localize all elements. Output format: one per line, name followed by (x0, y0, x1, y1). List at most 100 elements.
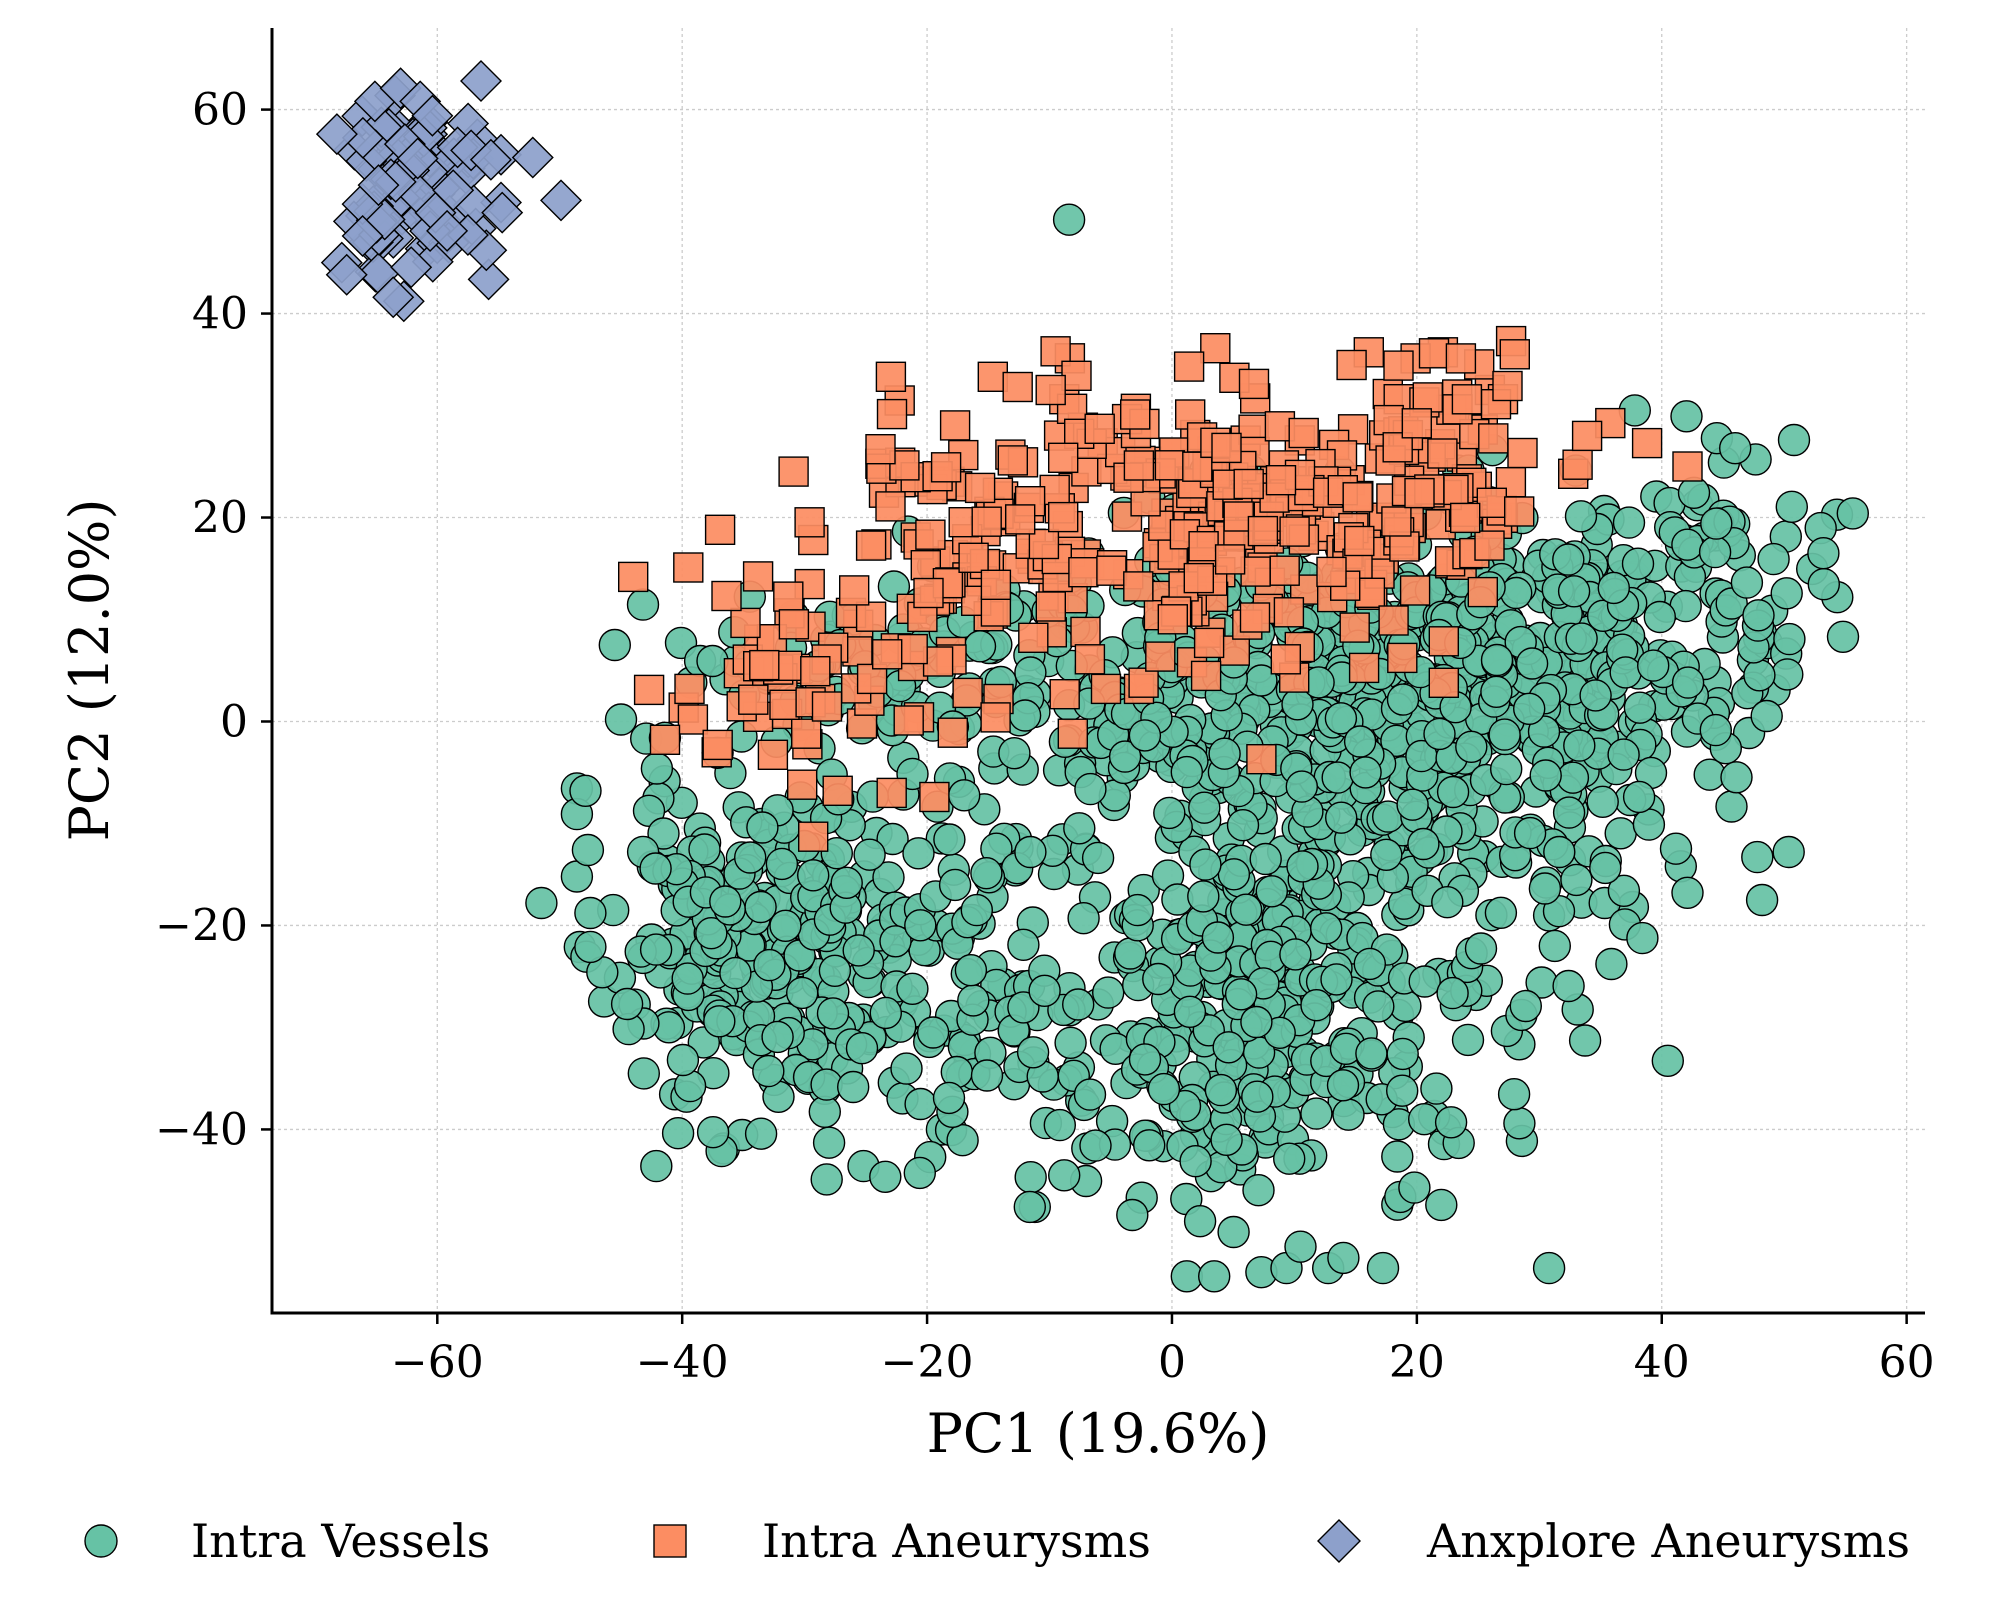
data-point-circle (1659, 832, 1693, 865)
data-point-circle (1565, 622, 1598, 655)
data-point-circle (1321, 761, 1354, 794)
data-point-square (1154, 450, 1186, 481)
data-point-circle (1499, 576, 1533, 610)
data-point-circle (1807, 568, 1841, 601)
data-point-square (1344, 525, 1375, 557)
data-point-circle (1698, 535, 1732, 569)
data-point-circle (1773, 622, 1806, 656)
data-point-circle (1188, 791, 1221, 824)
data-point-circle (1604, 817, 1637, 850)
data-point-circle (1224, 978, 1258, 1011)
data-point-circle (1568, 1024, 1602, 1057)
data-point-circle (1671, 528, 1704, 561)
data-point-circle (1700, 507, 1733, 540)
data-point-circle (1407, 1102, 1441, 1136)
data-point-square (1499, 339, 1531, 370)
data-point-circle (1007, 928, 1040, 961)
y-tick-label: −20 (155, 900, 248, 951)
data-point-circle (1201, 921, 1235, 954)
legend-marker-diamond (1317, 1519, 1361, 1563)
data-point-diamond (540, 179, 582, 222)
data-point-square (757, 739, 789, 770)
data-point-square (1339, 612, 1370, 643)
data-point-square (738, 684, 769, 715)
data-point-circle (1632, 808, 1666, 841)
data-point-square (1383, 350, 1414, 381)
data-point-square (702, 729, 733, 761)
data-point-circle (916, 1016, 950, 1049)
data-point-circle (1543, 835, 1576, 869)
data-point-square (1445, 343, 1477, 374)
data-point-circle (1324, 801, 1358, 834)
data-point-square (1068, 557, 1099, 588)
data-point-circle (1054, 1026, 1087, 1060)
data-point-circle (1772, 835, 1805, 869)
data-point-circle (1408, 965, 1441, 998)
data-point-circle (1353, 947, 1387, 981)
data-point-circle (1699, 713, 1733, 747)
data-point-circle (1081, 841, 1115, 875)
data-point-square (1123, 450, 1155, 481)
data-point-circle (1362, 990, 1395, 1023)
data-point-circle (1497, 1077, 1531, 1111)
x-tick-label: 20 (1389, 1337, 1445, 1388)
data-point-circle (1226, 809, 1260, 842)
data-point-circle (1532, 1251, 1566, 1285)
data-point-circle (1043, 1108, 1077, 1142)
data-point-circle (1279, 938, 1312, 971)
data-point-circle (820, 837, 853, 870)
data-point-square (1035, 591, 1067, 622)
data-point-square (633, 674, 665, 706)
data-point-circle (933, 823, 966, 856)
data-point-circle (816, 997, 850, 1030)
data-point-circle (666, 1043, 700, 1077)
data-point-circle (1300, 989, 1333, 1022)
data-point-diamond (357, 164, 400, 207)
data-point-diamond (460, 60, 502, 102)
data-point-circle (1061, 988, 1095, 1021)
data-point-circle (1242, 1173, 1275, 1207)
data-point-circle (1008, 699, 1042, 732)
data-point-diamond (511, 136, 554, 179)
data-point-circle (1718, 432, 1752, 465)
data-point-circle (1771, 658, 1804, 691)
data-point-square (1672, 451, 1703, 482)
data-point-circle (1503, 1107, 1536, 1140)
data-point-circle (661, 1116, 695, 1150)
data-point-circle (671, 962, 704, 995)
data-point-square (800, 656, 831, 687)
data-point-square (1478, 423, 1509, 454)
data-point-square (1389, 531, 1420, 562)
data-point-circle (709, 885, 742, 918)
legend-item-intra-vessels: Intra Vessels (84, 1514, 490, 1568)
data-point-circle (1560, 863, 1593, 897)
data-point-circle (696, 1115, 730, 1149)
data-point-circle (1132, 1129, 1166, 1162)
data-point-circle (1552, 969, 1585, 1003)
data-point-circle (1742, 599, 1775, 632)
data-point-circle (1128, 719, 1162, 752)
data-point-square (897, 633, 928, 665)
legend-item-intra-aneurysms: Intra Aneurysms (653, 1514, 1151, 1568)
data-point-square (1005, 504, 1036, 535)
data-point-circle (1509, 989, 1543, 1023)
data-point-square (1090, 673, 1122, 705)
data-point-circle (1108, 740, 1142, 773)
data-point-circle (1563, 729, 1596, 762)
legend-label-intra-aneurysms: Intra Aneurysms (762, 1514, 1151, 1568)
data-point-circle (1720, 761, 1753, 794)
data-point-square (1467, 576, 1499, 608)
data-point-circle (1451, 1023, 1485, 1057)
data-point-square (893, 705, 924, 736)
data-point-square (1381, 506, 1412, 537)
data-point-circle (1715, 790, 1748, 823)
data-point-circle (960, 893, 993, 927)
data-point-diamond (426, 209, 469, 252)
data-point-circle (876, 822, 909, 856)
data-point-square (1428, 626, 1460, 657)
data-point-diamond (411, 94, 454, 137)
data-point-circle (1528, 872, 1562, 905)
x-axis-title: PC1 (19.6%) (927, 1402, 1270, 1465)
data-point-circle (1229, 893, 1263, 926)
